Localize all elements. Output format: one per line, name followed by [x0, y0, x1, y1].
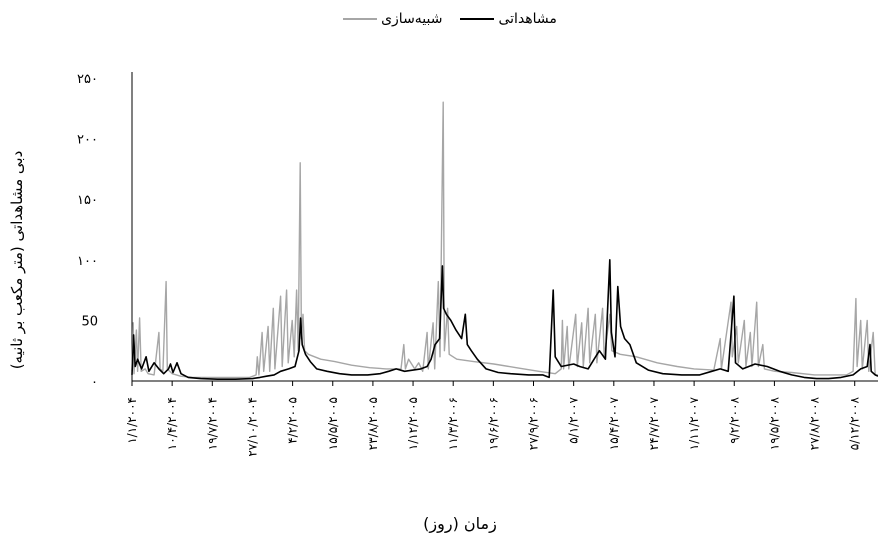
series-line-observed [131, 259, 878, 380]
x-tick-label: ۱۱/۳/۲۰۰۶ [446, 397, 460, 450]
x-tick-label: ۴/۲/۲۰۰۵ [286, 397, 300, 444]
x-tick-label: ۱۰/۴/۲۰۰۴ [165, 397, 179, 450]
x-tick-label: ۱۹/۷/۲۰۰۴ [205, 397, 219, 450]
legend-swatch-observed [460, 18, 495, 20]
chart-legend: مشاهداتی شبیه‌سازی [300, 8, 600, 30]
x-tick-label: ۲۴/۷/۲۰۰۷ [647, 396, 661, 450]
x-tick-label: ۱۵/۴/۲۰۰۷ [607, 396, 621, 450]
x-tick-label: ۲۷/۹/۲۰۰۶ [527, 397, 541, 450]
legend-item-observed: مشاهداتی [460, 11, 557, 27]
y-tick-label: ۰ [91, 375, 98, 390]
x-tick-label: ۱۹/۶/۲۰۰۶ [486, 397, 500, 450]
x-tick-label: ۲۷/۸/۲۰۰۸ [808, 396, 822, 450]
y-axis-title: دبی مشاهداتی (متر مکعب بر ثانیه) [8, 150, 26, 370]
y-tick-label: ۱۵۰ [77, 193, 98, 208]
x-tick-label: ۱/۱۱/۲۰۰۷ [687, 396, 701, 450]
series-line-simulated [131, 101, 878, 379]
y-tick-label: ۲۵۰ [77, 72, 98, 87]
y-tick-label: 50 [81, 314, 98, 329]
x-tick-label: ۱۵/۵/۲۰۰۵ [326, 397, 340, 450]
x-tick-label: ۲۳/۸/۲۰۰۵ [366, 397, 380, 450]
x-tick-label: ۱۹/۵/۲۰۰۸ [767, 396, 781, 450]
legend-swatch-simulated [343, 18, 378, 20]
legend-label-simulated: شبیه‌سازی [381, 11, 443, 27]
y-tick-label: ۱۰۰ [77, 254, 98, 269]
x-tick-label: ۹/۲/۲۰۰۸ [727, 396, 741, 443]
y-tick-label: ۲۰۰ [77, 133, 98, 148]
x-tick-label: ۲۷/۱۰/۲۰۰۴ [245, 397, 259, 457]
legend-label-observed: مشاهداتی [498, 11, 557, 27]
x-tick-label: ۱/۱۲/۲۰۰۵ [406, 397, 420, 450]
x-tick-label: ۵/۱/۲۰۰۷ [567, 396, 581, 443]
x-tick-label: ۵/۱۲/۲۰۰۸ [848, 396, 862, 450]
x-axis-title: زمان (روز) [423, 514, 497, 533]
legend-item-simulated: شبیه‌سازی [343, 11, 442, 27]
x-tick-label: ۱/۱/۲۰۰۴ [125, 397, 139, 444]
